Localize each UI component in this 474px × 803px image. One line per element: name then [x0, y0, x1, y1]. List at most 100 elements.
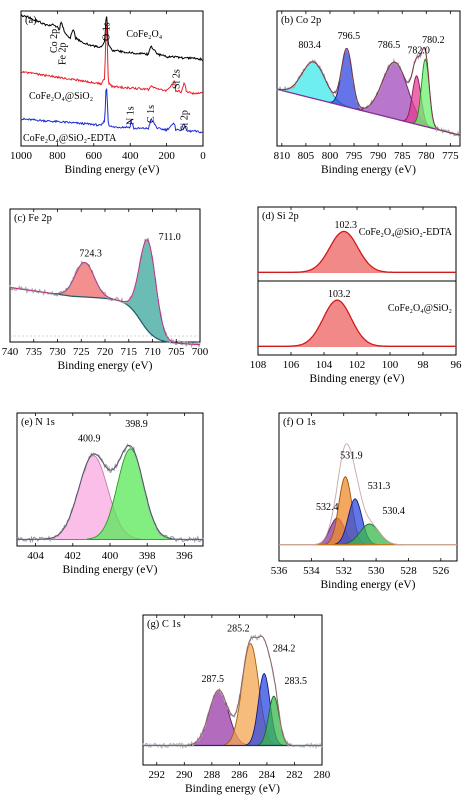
- peak-label: 531.3: [368, 481, 391, 492]
- panel-f: 536 534 532 530 528 526 Binding energy (eV) (f)…: [271, 412, 458, 591]
- x-axis-label: Binding energy (eV): [185, 783, 280, 795]
- plot-frame: [9, 208, 201, 343]
- x-tick-label: 292: [149, 769, 166, 781]
- panel-label: (d) Si 2p: [262, 211, 299, 222]
- panel-e: 404 402 400 398 396 Binding energy (eV) (e) N …: [16, 412, 204, 576]
- envelope-line: [279, 443, 457, 546]
- fit-peak: [121, 239, 175, 344]
- panel-label: (c) Fe 2p: [14, 213, 52, 224]
- x-tick-label: 740: [2, 346, 19, 358]
- peak-label: 285.2: [227, 624, 250, 635]
- annotation-si2s: Si 2s: [172, 69, 183, 89]
- annotation-cofe2o4-sio2: CoFe₂O₄@SiO₂: [29, 91, 93, 102]
- background-line: [276, 88, 461, 136]
- x-tick-label: 290: [176, 769, 193, 781]
- x-tick-label: 102: [349, 359, 366, 371]
- x-tick-label: 600: [86, 150, 103, 162]
- x-tick-label: 282: [286, 769, 303, 781]
- peak-label: 780.2: [422, 35, 445, 46]
- x-axis-label: Binding energy (eV): [321, 579, 416, 591]
- x-axis-label: Binding energy (eV): [58, 360, 153, 372]
- fit-peak: [258, 231, 456, 273]
- panel-label: (b) Co 2p: [281, 15, 321, 26]
- plot-frame: [278, 412, 458, 562]
- peak-label: 786.5: [378, 40, 401, 51]
- peak-label: 724.3: [79, 248, 102, 259]
- plot-frame: [20, 10, 204, 147]
- x-tick-label: 735: [26, 346, 43, 358]
- survey-line: [20, 14, 204, 62]
- x-tick-label: 528: [400, 565, 417, 577]
- peak-label: 398.9: [125, 419, 148, 430]
- annotation-c1s: C 1s: [146, 105, 157, 123]
- x-axis-label: Binding energy (eV): [321, 164, 416, 176]
- x-tick-label: 402: [65, 550, 82, 562]
- annotation-cofe2o4: CoFe₂O₄: [126, 29, 162, 40]
- x-tick-label: 400: [102, 550, 119, 562]
- sample-label: CoFe₂O₄@SiO₂: [388, 303, 452, 314]
- x-tick-label: 400: [122, 150, 139, 162]
- annotation-o1s: O 1s: [101, 22, 112, 41]
- panel-c: 740 735 730 725 720 715 710 705 700 Binding energ…: [2, 208, 209, 372]
- panel-label: (e) N 1s: [21, 417, 55, 428]
- x-tick-label: 396: [176, 550, 193, 562]
- x-tick-label: 106: [283, 359, 300, 371]
- x-tick-label: 286: [231, 769, 248, 781]
- envelope-line: [9, 239, 201, 346]
- x-tick-label: 700: [192, 346, 209, 358]
- annotation-fe2p: Fe 2p: [58, 43, 69, 66]
- x-tick-label: 526: [433, 565, 450, 577]
- x-tick-label: 780: [418, 150, 435, 162]
- x-tick-label: 108: [250, 359, 267, 371]
- peak-label: 711.0: [159, 232, 181, 243]
- x-tick-label: 96: [451, 359, 463, 371]
- x-tick-label: 534: [303, 565, 320, 577]
- x-tick-label: 288: [204, 769, 221, 781]
- plot-frame: [142, 614, 323, 766]
- survey-line: [20, 88, 204, 134]
- x-tick-label: 710: [144, 346, 161, 358]
- annotation-n1s: N 1s: [125, 106, 136, 125]
- x-tick-label: 98: [418, 359, 430, 371]
- x-tick-label: 404: [27, 550, 44, 562]
- peak-label: 803.4: [298, 40, 321, 51]
- x-tick-label: 280: [314, 769, 331, 781]
- x-tick-label: 725: [73, 346, 90, 358]
- annotation-cofe2o4-sio2-edta: CoFe₂O₄@SiO₂-EDTA: [23, 133, 117, 144]
- x-tick-label: 775: [442, 150, 459, 162]
- peak-label: 400.9: [78, 434, 101, 445]
- panel-label: (a): [25, 15, 37, 26]
- x-tick-label: 398: [139, 550, 156, 562]
- peak-label: 531.9: [340, 451, 363, 462]
- panel-a: 1000 800 600 400 200 0 Binding energy (eV) (a) C…: [10, 10, 206, 176]
- fit-peak: [52, 261, 117, 301]
- x-tick-label: 0: [200, 150, 206, 162]
- x-tick-label: 810: [274, 150, 291, 162]
- envelope-line: [17, 445, 203, 540]
- x-tick-label: 532: [335, 565, 352, 577]
- x-tick-label: 705: [168, 346, 185, 358]
- x-tick-label: 284: [259, 769, 276, 781]
- x-tick-label: 200: [158, 150, 175, 162]
- x-tick-label: 536: [271, 565, 288, 577]
- x-tick-label: 795: [346, 150, 363, 162]
- envelope-line: [143, 635, 322, 746]
- fit-line: [258, 299, 456, 347]
- peak-label: 530.4: [382, 506, 405, 517]
- fit-peak: [258, 300, 456, 347]
- peak-label: 532.4: [316, 502, 339, 513]
- peak-label: 796.5: [338, 31, 361, 42]
- x-axis-label: Binding energy (eV): [65, 164, 160, 176]
- x-tick-label: 790: [370, 150, 387, 162]
- x-axis-label: Binding energy (eV): [63, 564, 158, 576]
- panel-label: (g) C 1s: [147, 619, 181, 630]
- x-tick-label: 785: [394, 150, 411, 162]
- peak-label: 103.2: [328, 289, 351, 300]
- x-tick-label: 720: [97, 346, 114, 358]
- peak-label: 102.3: [335, 220, 358, 231]
- x-tick-label: 100: [382, 359, 399, 371]
- plot-frame: [276, 10, 461, 147]
- panel-label: (f) O 1s: [283, 417, 316, 428]
- x-tick-label: 805: [298, 150, 315, 162]
